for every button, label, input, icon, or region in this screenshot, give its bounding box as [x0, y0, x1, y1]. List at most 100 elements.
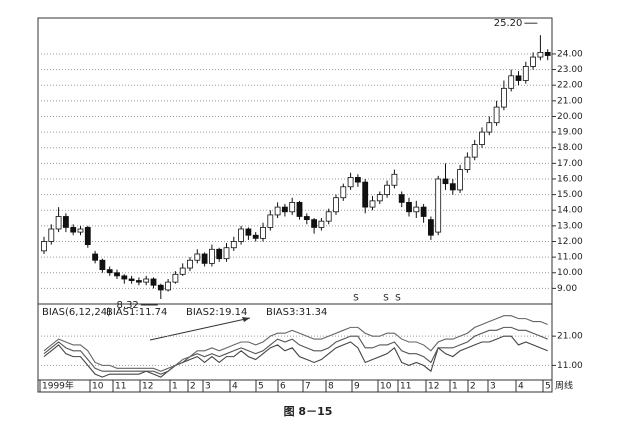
candle-body: [92, 253, 98, 261]
bias-line: [43, 335, 548, 378]
x-tick-label: 5: [258, 382, 264, 392]
bias-line: [43, 326, 548, 375]
candle-body: [41, 241, 47, 252]
candle-body: [143, 278, 150, 283]
x-tick-label: 4: [518, 382, 524, 392]
candle-body: [486, 122, 493, 133]
candle-body: [84, 227, 91, 246]
candle-body: [150, 278, 157, 286]
y-tick-label: 22.00: [557, 81, 583, 91]
candle-body: [362, 181, 369, 208]
candle-body: [216, 248, 223, 260]
candle-body: [522, 66, 529, 81]
candle-body: [544, 51, 551, 56]
y-tick-label: 15.00: [557, 190, 583, 200]
candle-body: [457, 169, 464, 191]
x-tick-label: 6: [280, 382, 286, 392]
candle-body: [340, 186, 347, 199]
candle-body: [114, 272, 120, 277]
x-tick-label: 8: [328, 382, 334, 392]
chart-frame: [37, 17, 553, 393]
candle-body: [413, 206, 420, 213]
candle-body: [354, 177, 361, 183]
x-tick-label: 3: [490, 382, 496, 392]
trend-arrow-head: [242, 317, 250, 322]
x-tick-label: 1: [172, 382, 178, 392]
candle-body: [376, 194, 383, 202]
candle-body: [179, 267, 186, 275]
candle-body: [208, 248, 215, 264]
candle-body: [537, 51, 544, 58]
y-tick-label: 20.00: [557, 112, 583, 122]
x-tick-label: 10: [92, 382, 104, 392]
candle-body: [530, 56, 536, 67]
candle-body: [325, 211, 332, 222]
candle-body: [479, 131, 485, 145]
annotation-label: 25.20: [494, 18, 523, 29]
candle-body: [267, 214, 274, 228]
candle-body: [245, 228, 252, 236]
y-tick-label: 11.00: [557, 253, 583, 263]
legend-entry: BIAS2:19.14: [186, 307, 247, 318]
candle-body: [435, 178, 442, 233]
period-label: 周线: [555, 380, 573, 392]
candle-body: [347, 177, 354, 188]
candle-body: [318, 220, 325, 228]
candle-body: [260, 227, 266, 239]
x-tick-label: 7: [305, 382, 311, 392]
candle-body: [369, 200, 376, 208]
candle-body: [449, 183, 456, 191]
candle-body: [281, 206, 288, 213]
y-tick-label: 14.00: [557, 206, 583, 216]
event-marker: S: [353, 294, 359, 304]
candle-body: [201, 253, 208, 264]
y-tick-label: 16.00: [557, 174, 583, 184]
x-tick-label: 2: [470, 382, 476, 392]
candle-body: [303, 216, 310, 221]
candle-body: [252, 234, 259, 239]
candle-body: [128, 278, 135, 281]
candle-body: [135, 280, 142, 283]
candle-body: [187, 259, 193, 269]
y-tick-label: 9.00: [557, 284, 577, 294]
candle-body: [471, 144, 478, 158]
candle-body: [194, 253, 201, 261]
candle-body: [223, 247, 230, 260]
bias-line: [43, 315, 548, 372]
candle-body: [420, 206, 427, 217]
x-tick-label: 12: [428, 382, 439, 392]
x-tick-label: 5: [545, 382, 551, 392]
candle-body: [121, 275, 128, 280]
candle-body: [77, 228, 84, 233]
candle-body: [515, 75, 522, 81]
candle-body: [464, 156, 471, 170]
x-tick-label: 11: [400, 382, 411, 392]
y-tick-label: 12.00: [557, 237, 583, 247]
legend-entry: BIAS1:11.74: [106, 307, 167, 318]
candle-body: [296, 202, 303, 217]
x-tick-label: 1: [452, 382, 458, 392]
candle-body: [274, 206, 281, 216]
candle-body: [500, 87, 507, 108]
candle-body: [406, 202, 412, 213]
candle-body: [508, 75, 515, 89]
candle-body: [165, 281, 172, 291]
x-tick-label: 1999年: [42, 380, 74, 392]
y-tick-label: 21.00: [557, 332, 583, 342]
candle-body: [99, 259, 106, 271]
candle-body: [384, 184, 391, 196]
y-tick-label: 17.00: [557, 159, 583, 169]
candle-body: [106, 269, 113, 274]
caption: 图 8－15: [284, 405, 333, 418]
candle-body: [157, 284, 164, 291]
x-tick-label: 4: [232, 382, 238, 392]
y-tick-label: 19.00: [557, 128, 583, 138]
indicator-title: BIAS(6,12,24): [42, 307, 111, 318]
trend-arrow: [149, 317, 251, 341]
annotation-label: 8.32: [117, 300, 139, 311]
y-tick-label: 21.00: [557, 96, 583, 106]
candle-body: [55, 216, 62, 230]
y-tick-label: 24.00: [557, 49, 583, 59]
y-tick-label: 18.00: [557, 143, 583, 153]
